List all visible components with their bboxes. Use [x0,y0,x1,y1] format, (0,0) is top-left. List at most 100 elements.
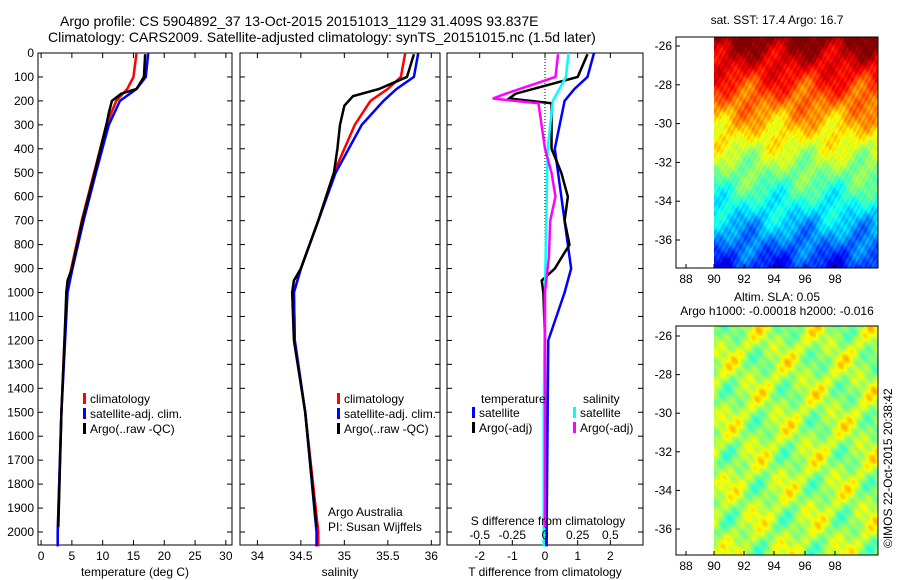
y-tick-label: 200 [14,94,34,108]
map-x-tick-label: 98 [828,272,842,286]
y-tick-label: 1500 [7,405,34,419]
y-tick-label: 1800 [7,477,34,491]
map-x-tick-label: 88 [679,559,693,573]
sla-map [714,326,878,555]
x-tick-label: 34.5 [289,549,313,563]
y-tick-label: 1100 [8,309,34,323]
y-tick-label: 1000 [7,286,34,300]
map-x-tick-label: 92 [737,559,751,573]
map-x-tick-label: 92 [737,272,751,286]
annotation: PI: Susan Wijffels [328,520,422,534]
x-tick-label: 5 [69,549,76,563]
y-tick-label: 0 [27,46,34,60]
legend-swatch [337,423,340,434]
map-y-tick-label: -28 [655,368,673,382]
series-line [505,53,589,528]
x2-tick-label: 0 [542,528,549,542]
x-tick-label: 30 [219,549,233,563]
map-y-tick-label: -32 [655,445,673,459]
map-title: Altim. SLA: 0.05 [734,290,820,304]
x-tick-label: 36 [425,549,439,563]
x-axis-label: T difference from climatology [468,565,622,579]
x-tick-label: 20 [158,549,172,563]
x-tick-label: -2 [474,549,485,563]
legend-swatch [83,393,86,404]
x-tick-label: 0 [542,549,549,563]
map-frame [675,36,879,269]
x2-tick-label: -0.25 [499,528,527,542]
legend-swatch [573,407,576,418]
sst-map [714,37,878,268]
map-y-tick-label: -26 [655,329,673,343]
y-tick-label: 1700 [7,453,34,467]
series-line [492,54,560,528]
series-line [57,54,147,528]
map-y-tick-label: -34 [655,194,673,208]
x-tick-label: 25 [188,549,202,563]
map-frame [675,325,879,556]
legend-label: Argo(-adj) [479,421,532,435]
y-tick-label: 700 [14,214,34,228]
map-y-tick-label: -26 [655,39,673,53]
y-tick-label: 400 [14,142,34,156]
legend-swatch [337,393,340,404]
y-tick-label: 1400 [7,381,34,395]
series-line [290,53,416,528]
x-tick-label: 1 [574,549,581,563]
map-x-tick-label: 94 [767,272,781,286]
y-tick-label: 1200 [7,333,34,347]
legend-label: Argo(..raw -QC) [344,422,429,436]
y-tick-label: 800 [14,238,34,252]
x-axis-label: temperature (deg C) [81,565,189,579]
map-y-tick-label: -36 [655,522,673,536]
x-tick-label: 10 [96,549,110,563]
x2-tick-label: -0.5 [469,528,490,542]
legend-label: satellite [479,406,520,420]
map-x-tick-label: 98 [828,559,842,573]
legend-label: climatology [344,392,404,406]
x-axis-label: salinity [322,565,359,579]
legend-label: Argo(..raw -QC) [90,422,175,436]
map-y-tick-label: -28 [655,78,673,92]
x2-tick-label: 0.25 [566,528,590,542]
map-y-tick-label: -36 [655,233,673,247]
legend-swatch [83,423,86,434]
map-x-tick-label: 88 [679,272,693,286]
y-tick-label: 500 [14,166,34,180]
y-tick-label: 1900 [7,501,34,515]
y-tick-label: 1300 [7,357,34,371]
x-tick-label: 34 [251,549,265,563]
y-tick-label: 900 [14,262,34,276]
x2-tick-label: 0.5 [602,528,619,542]
imos-credit: ©IMOS 22-Oct-2015 20:38:42 [881,388,895,548]
annotation: Argo Australia [328,505,403,519]
plot-frame [37,52,233,546]
y-tick-label: 300 [14,118,34,132]
legend-label: satellite [580,406,621,420]
legend-heading: temperature [481,392,546,406]
map-title: sat. SST: 17.4 Argo: 16.7 [711,13,844,27]
x-tick-label: 35.5 [376,549,400,563]
legend-label: satellite-adj. clim. [344,407,436,421]
legend-swatch [472,407,475,418]
x-tick-label: 2 [607,549,614,563]
title-line-2: Climatology: CARS2009. Satellite-adjuste… [48,29,596,45]
map-x-tick-label: 94 [767,559,781,573]
map-y-tick-label: -30 [655,406,673,420]
x2-axis-label: S difference from climatology [471,514,626,528]
map-title: Argo h1000: -0.00018 h2000: -0.016 [680,304,874,318]
y-tick-label: 2000 [7,525,34,539]
y-tick-label: 100 [14,70,34,84]
map-x-tick-label: 90 [707,272,721,286]
map-y-tick-label: -34 [655,483,673,497]
legend-swatch [573,422,576,433]
map-y-tick-label: -32 [655,155,673,169]
legend-label: satellite-adj. clim. [90,407,182,421]
plot-frame [239,52,441,546]
map-x-tick-label: 96 [798,272,812,286]
y-tick-label: 600 [14,190,34,204]
title-line-1: Argo profile: CS 5904892_37 13-Oct-2015 … [60,13,539,29]
